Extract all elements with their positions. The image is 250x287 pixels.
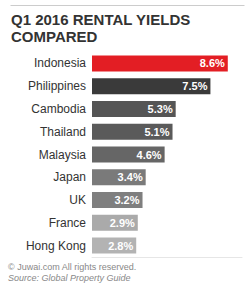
svg-text:COMPARED: COMPARED	[11, 28, 98, 45]
svg-text:4.6%: 4.6%	[137, 149, 162, 161]
svg-text:© Juwai.com All rights reserve: © Juwai.com All rights reserved.	[8, 262, 136, 272]
svg-text:7.5%: 7.5%	[182, 80, 207, 92]
svg-text:Q1 2016 RENTAL YIELDS: Q1 2016 RENTAL YIELDS	[11, 11, 194, 28]
svg-text:2.9%: 2.9%	[110, 217, 135, 229]
svg-text:Malaysia: Malaysia	[39, 148, 87, 162]
svg-text:Hong Kong: Hong Kong	[26, 239, 86, 253]
svg-text:Japan: Japan	[53, 170, 86, 184]
svg-text:Cambodia: Cambodia	[31, 102, 86, 116]
svg-text:3.2%: 3.2%	[114, 194, 139, 206]
svg-text:5.3%: 5.3%	[148, 103, 173, 115]
svg-text:5.1%: 5.1%	[144, 126, 169, 138]
svg-text:Philippines: Philippines	[28, 79, 86, 93]
svg-text:8.6%: 8.6%	[200, 57, 225, 69]
svg-text:Source: Global Property Guide: Source: Global Property Guide	[8, 273, 131, 283]
svg-text:2.8%: 2.8%	[108, 240, 133, 252]
svg-text:Indonesia: Indonesia	[34, 56, 86, 70]
svg-text:Thailand: Thailand	[40, 125, 86, 139]
svg-text:UK: UK	[69, 193, 86, 207]
svg-text:3.4%: 3.4%	[118, 171, 143, 183]
svg-text:France: France	[49, 216, 87, 230]
